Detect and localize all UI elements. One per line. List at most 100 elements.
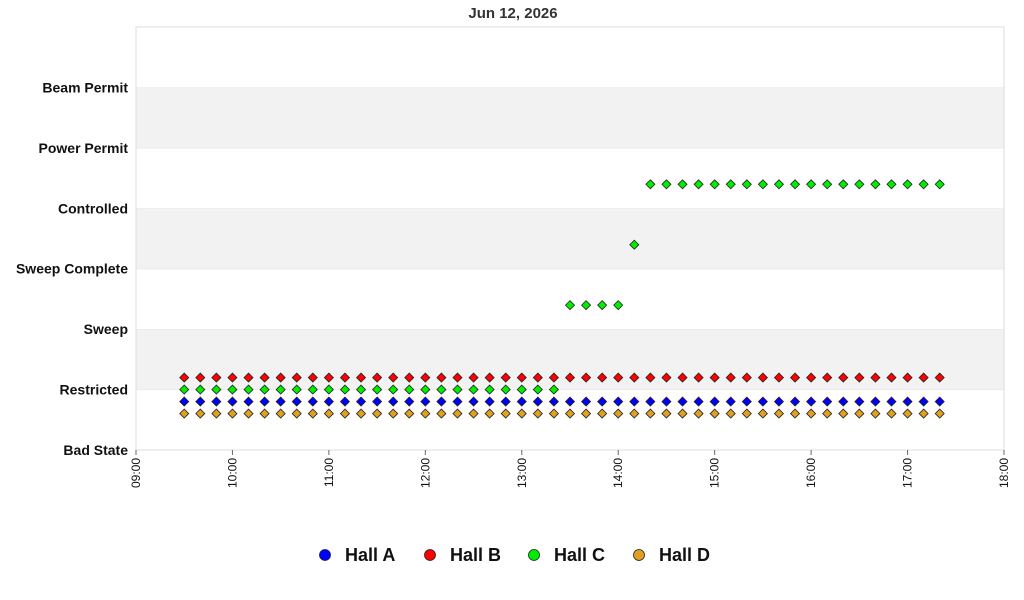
data-point bbox=[532, 372, 543, 383]
data-point bbox=[195, 384, 206, 395]
data-point bbox=[548, 396, 559, 407]
data-point bbox=[323, 396, 334, 407]
data-point bbox=[227, 372, 238, 383]
data-point bbox=[677, 396, 688, 407]
data-point bbox=[613, 372, 624, 383]
data-point bbox=[773, 372, 785, 383]
y-axis-label: Bad State bbox=[63, 442, 128, 458]
data-point bbox=[291, 396, 302, 407]
data-point bbox=[275, 396, 286, 407]
data-point bbox=[645, 179, 656, 190]
data-point bbox=[741, 408, 752, 419]
data-point bbox=[420, 408, 431, 419]
data-point bbox=[323, 372, 334, 383]
data-point bbox=[870, 408, 881, 419]
data-point bbox=[709, 408, 720, 419]
data-point bbox=[339, 372, 351, 383]
data-point bbox=[436, 396, 447, 407]
data-point bbox=[259, 408, 270, 419]
data-point bbox=[355, 372, 367, 383]
y-axis-label: Restricted bbox=[60, 382, 128, 398]
data-point bbox=[548, 384, 559, 395]
data-point bbox=[934, 372, 945, 383]
data-point bbox=[870, 372, 881, 383]
data-point bbox=[822, 396, 833, 407]
legend-label: Hall B bbox=[450, 545, 501, 565]
data-point bbox=[259, 396, 270, 407]
data-point bbox=[388, 372, 399, 383]
data-point bbox=[500, 372, 511, 383]
data-point bbox=[243, 396, 254, 407]
data-point bbox=[243, 372, 254, 383]
data-point bbox=[741, 179, 752, 190]
data-point bbox=[677, 372, 688, 383]
data-point bbox=[934, 396, 945, 407]
data-point bbox=[661, 396, 672, 407]
data-point bbox=[677, 179, 688, 190]
data-point bbox=[597, 300, 608, 311]
data-point bbox=[773, 396, 785, 407]
data-point bbox=[468, 396, 479, 407]
x-tick-label: 14:00 bbox=[611, 458, 625, 488]
data-point bbox=[452, 408, 463, 419]
data-point bbox=[757, 396, 768, 407]
data-point bbox=[902, 179, 913, 190]
data-point bbox=[179, 372, 190, 383]
data-point bbox=[597, 408, 608, 419]
data-point bbox=[564, 372, 576, 383]
data-point bbox=[741, 396, 752, 407]
data-point bbox=[854, 372, 865, 383]
data-point bbox=[548, 408, 559, 419]
data-point bbox=[372, 372, 383, 383]
data-point bbox=[838, 372, 849, 383]
data-point bbox=[404, 408, 415, 419]
legend-marker bbox=[633, 549, 645, 561]
data-point bbox=[516, 384, 527, 395]
plot-band bbox=[136, 208, 1004, 269]
plot-band bbox=[136, 87, 1004, 148]
data-point bbox=[372, 396, 383, 407]
data-point bbox=[709, 396, 720, 407]
data-point bbox=[211, 372, 222, 383]
data-point bbox=[436, 408, 447, 419]
x-axis-ticks: 09:00 10:00 11:00 12:00 13:00 14:00 15:00 16:00… bbox=[129, 450, 1011, 488]
data-point bbox=[725, 372, 736, 383]
y-axis-labels: Bad State Restricted Sweep Sweep Complete Co… bbox=[16, 79, 128, 458]
data-point bbox=[661, 179, 672, 190]
data-point bbox=[564, 408, 576, 419]
data-point bbox=[564, 300, 576, 311]
data-point bbox=[323, 384, 334, 395]
data-point bbox=[918, 396, 929, 407]
data-point bbox=[854, 396, 865, 407]
data-point bbox=[934, 179, 945, 190]
data-point bbox=[227, 384, 238, 395]
legend-label: Hall D bbox=[659, 545, 710, 565]
data-point bbox=[918, 372, 929, 383]
data-point bbox=[500, 384, 511, 395]
x-tick-label: 17:00 bbox=[901, 458, 915, 488]
data-point bbox=[613, 396, 624, 407]
data-point bbox=[307, 372, 318, 383]
data-point bbox=[404, 396, 415, 407]
data-point bbox=[307, 396, 318, 407]
x-tick-label: 11:00 bbox=[322, 458, 336, 487]
data-point bbox=[934, 408, 945, 419]
data-point bbox=[789, 372, 801, 383]
data-point bbox=[484, 372, 495, 383]
data-point bbox=[645, 408, 656, 419]
data-point bbox=[179, 408, 190, 419]
data-point bbox=[838, 408, 849, 419]
data-point bbox=[806, 372, 817, 383]
data-point bbox=[613, 300, 624, 311]
data-point bbox=[564, 396, 576, 407]
data-point bbox=[741, 372, 752, 383]
data-point bbox=[548, 372, 559, 383]
data-point bbox=[709, 179, 720, 190]
data-point bbox=[355, 384, 367, 395]
data-point bbox=[211, 396, 222, 407]
data-point bbox=[500, 408, 511, 419]
data-point bbox=[629, 408, 640, 419]
data-point bbox=[757, 372, 768, 383]
data-point bbox=[693, 408, 704, 419]
